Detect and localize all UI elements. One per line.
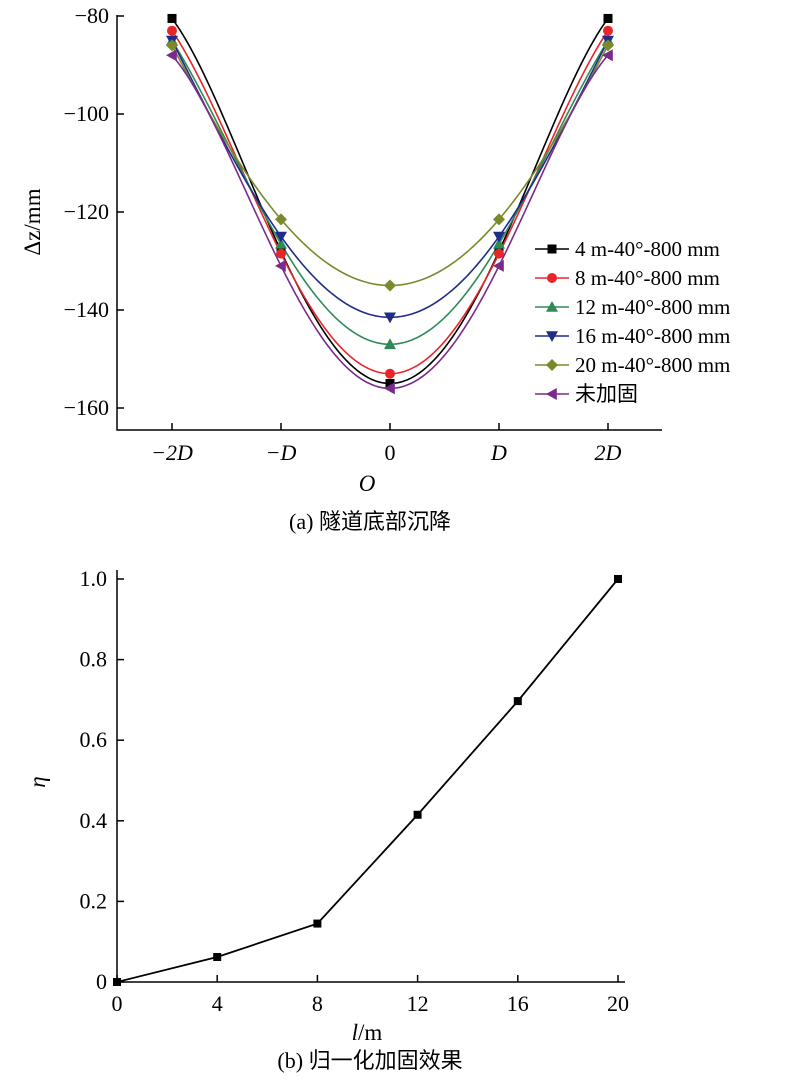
chart-a-data-point	[166, 49, 177, 62]
chart-a-data-point	[276, 248, 286, 259]
chart-b-x-tick-label: 12	[407, 991, 429, 1016]
chart-b-axis-lines	[116, 570, 625, 983]
chart-b-y-axis-label: η	[25, 776, 50, 787]
chart-b-data-point	[313, 919, 322, 928]
chart-a-x-tick-label: −2D	[151, 440, 193, 465]
chart-a-axes: −80 −100 −120 −140 −160 −2D −D 0 D 2D	[64, 3, 662, 465]
chart-a-x-tick-label: 2D	[595, 440, 622, 465]
chart-a-data-point	[167, 13, 177, 23]
chart-b-data-point	[513, 697, 522, 706]
chart-b-caption: (b) 归一化加固效果	[277, 1048, 462, 1073]
chart-a-x-tick-label: 0	[385, 440, 396, 465]
chart-a-data-point	[166, 39, 178, 52]
chart-a-series-markers	[166, 13, 614, 395]
chart-b-normalized-effect: 0 0.2 0.4 0.6 0.8 1.0 0 4 8 12 16 20 l/m η (b) 归一化加…	[25, 566, 629, 1073]
chart-a-series-line	[171, 40, 609, 319]
chart-a-data-point	[493, 231, 505, 243]
chart-b-y-tick-label: 0.2	[80, 888, 108, 913]
chart-a-data-point	[602, 49, 613, 62]
chart-b-x-tick-label: 8	[312, 991, 323, 1016]
chart-a-data-point	[275, 237, 287, 249]
chart-a-data-point	[384, 382, 395, 395]
chart-a-legend-marker	[547, 244, 557, 254]
chart-a-data-point	[275, 213, 287, 226]
chart-b-series-markers	[113, 575, 622, 986]
chart-b-x-tick-label: 4	[212, 991, 223, 1016]
chart-a-series-line	[171, 40, 609, 346]
chart-a-legend-marker	[547, 273, 557, 283]
chart-b-data-point	[413, 810, 422, 819]
chart-a-legend-label: 未加固	[575, 382, 638, 406]
chart-a-caption: (a) 隧道底部沉降	[289, 509, 451, 534]
chart-b-data-point	[113, 978, 121, 986]
chart-b-y-tick-label: 0.6	[80, 727, 108, 752]
chart-a-y-axis-label: Δz/mm	[20, 188, 45, 255]
chart-a-series-line	[171, 17, 609, 385]
chart-b-y-tick-label: 0.8	[80, 647, 108, 672]
chart-a-data-point	[384, 279, 396, 292]
chart-a-data-point	[493, 259, 504, 272]
chart-a-data-point	[384, 312, 396, 324]
chart-b-axes: 0 0.2 0.4 0.6 0.8 1.0 0 4 8 12 16 20	[80, 566, 630, 1016]
chart-b-x-axis-label-var: l	[352, 1020, 358, 1045]
chart-b-x-tick-label: 20	[607, 991, 629, 1016]
chart-a-data-point	[167, 25, 177, 36]
chart-a-y-tick-label: −80	[75, 3, 109, 28]
chart-b-series-line	[116, 578, 619, 983]
chart-a-data-point	[603, 13, 613, 23]
chart-a-data-point	[603, 25, 613, 36]
chart-a-x-tick-label: D	[490, 440, 507, 465]
chart-a-legend-marker	[546, 301, 558, 312]
chart-a-axis-lines	[116, 15, 662, 431]
chart-a-legend-marker	[546, 331, 558, 342]
chart-a-y-tick-label: −160	[64, 395, 109, 420]
chart-a-legend-label: 16 m-40°-800 mm	[575, 324, 730, 348]
chart-a-data-point	[385, 368, 395, 379]
chart-a-legend-label: 20 m-40°-800 mm	[575, 353, 730, 377]
chart-a-y-tick-label: −140	[64, 297, 109, 322]
chart-a-data-point	[275, 231, 287, 243]
chart-a-y-tick-label: −120	[64, 199, 109, 224]
chart-a-data-point	[493, 237, 505, 249]
chart-b-y-tick-label: 0	[96, 969, 107, 994]
chart-a-data-point	[275, 259, 286, 272]
chart-b-data-point	[614, 575, 622, 583]
chart-a-data-point	[602, 39, 614, 52]
chart-a-data-point	[493, 213, 505, 226]
chart-b-series-lines	[116, 578, 619, 983]
chart-a-settlement: −80 −100 −120 −140 −160 −2D −D 0 D 2D 4 m-40°-800…	[20, 3, 730, 534]
chart-a-legend-label: 12 m-40°-800 mm	[575, 295, 730, 319]
chart-a-legend: 4 m-40°-800 mm 8 m-40°-800 mm 12 m-40°-800…	[535, 237, 730, 406]
chart-a-legend-label: 8 m-40°-800 mm	[575, 266, 720, 290]
chart-a-legend-label: 4 m-40°-800 mm	[575, 237, 720, 261]
chart-a-legend-marker	[546, 388, 557, 400]
chart-a-x-axis-label: O	[359, 471, 376, 496]
chart-a-y-tick-label: −100	[64, 101, 109, 126]
chart-a-data-point	[385, 379, 395, 388]
chart-b-data-point	[213, 953, 222, 962]
chart-a-x-tick-label: −D	[266, 440, 297, 465]
chart-b-x-tick-label: 16	[507, 991, 529, 1016]
chart-a-data-point	[494, 248, 504, 259]
chart-b-x-tick-label: 0	[112, 991, 123, 1016]
chart-b-y-tick-label: 0.4	[80, 808, 108, 833]
chart-a-legend-marker	[546, 359, 558, 371]
chart-a-series-lines	[171, 17, 609, 390]
chart-b-x-axis-label-unit: /m	[358, 1020, 382, 1045]
chart-b-y-tick-label: 1.0	[80, 566, 108, 591]
chart-a-data-point	[384, 338, 396, 350]
chart-b-x-axis-label: l/m	[352, 1020, 383, 1045]
